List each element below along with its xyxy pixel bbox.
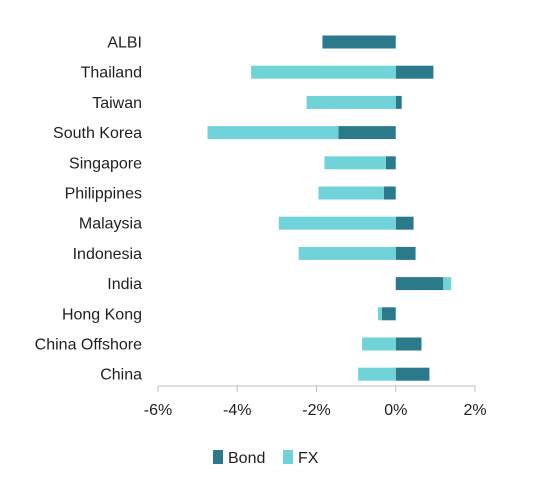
x-tick-label: 2%: [463, 402, 486, 419]
category-label: Singapore: [69, 155, 142, 172]
legend-label-bond: Bond: [228, 450, 265, 467]
bar-bond-indonesia: [395, 246, 416, 260]
category-label: India: [107, 276, 142, 293]
category-label: Thailand: [81, 65, 142, 82]
bar-fx-indonesia: [298, 246, 396, 260]
bars-layer: [207, 35, 452, 381]
bar-fx-taiwan: [306, 95, 396, 109]
category-label: Taiwan: [92, 95, 142, 112]
category-label: China: [100, 367, 142, 384]
bar-bond-philippines: [383, 186, 396, 200]
category-label: ALBI: [107, 35, 142, 52]
x-tick-label: -4%: [223, 402, 251, 419]
legend-swatch-fx: [283, 450, 293, 464]
bar-bond-thailand: [395, 65, 434, 79]
category-label: Malaysia: [79, 216, 142, 233]
bar-bond-hong-kong: [381, 307, 396, 321]
bar-fx-hong-kong: [377, 307, 382, 321]
category-label: China Offshore: [35, 337, 142, 354]
category-label: Indonesia: [73, 246, 142, 263]
x-tick-label: 0%: [384, 402, 407, 419]
bar-fx-philippines: [318, 186, 384, 200]
bar-bond-taiwan: [395, 95, 402, 109]
legend-label-fx: FX: [298, 450, 319, 467]
bar-fx-china: [358, 367, 396, 381]
bar-fx-malaysia: [278, 216, 396, 230]
category-labels: ALBI Thailand Taiwan South Korea Singapore Ph…: [35, 35, 142, 384]
bar-bond-south-korea: [338, 126, 396, 140]
bar-bond-china-offshore: [395, 337, 422, 351]
bar-fx-thailand: [251, 65, 396, 79]
legend-swatch-bond: [213, 450, 223, 464]
category-label: Philippines: [65, 186, 142, 203]
category-label: Hong Kong: [62, 306, 142, 323]
bar-bond-china: [395, 367, 430, 381]
legend: Bond FX: [213, 450, 319, 467]
bar-bond-singapore: [385, 156, 396, 170]
x-ticks: -6% -4% -2% 0% 2%: [144, 386, 487, 419]
category-label: South Korea: [53, 125, 142, 142]
bar-bond-malaysia: [395, 216, 414, 230]
bar-bond-india: [395, 277, 444, 291]
bar-fx-south-korea: [207, 126, 339, 140]
bar-bond-albi: [322, 35, 396, 49]
bar-fx-india: [443, 277, 452, 291]
x-tick-label: -2%: [302, 402, 330, 419]
x-tick-label: -6%: [144, 402, 172, 419]
bar-fx-singapore: [324, 156, 386, 170]
bar-fx-china-offshore: [362, 337, 396, 351]
